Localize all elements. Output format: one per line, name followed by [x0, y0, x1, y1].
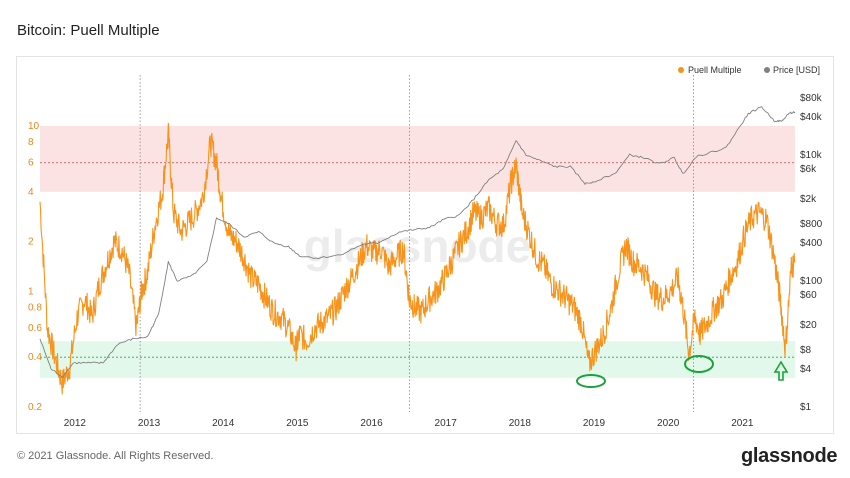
legend-label-price: Price [USD] — [773, 65, 820, 75]
bottom-circle-2020 — [684, 355, 714, 373]
arrow-up-icon — [773, 360, 789, 381]
x-tick-8: 2020 — [657, 418, 680, 429]
x-tick-6: 2018 — [509, 418, 532, 429]
y-left-tick-0: 10 — [28, 121, 40, 132]
y-right-tick-6: $400 — [800, 238, 823, 249]
puell-multiple-line — [39, 122, 796, 395]
y-right-tick-7: $100 — [800, 276, 823, 287]
y-left-tick-5: 1 — [28, 286, 34, 297]
chart-card — [16, 56, 834, 434]
page-title: Bitcoin: Puell Multiple — [17, 22, 160, 39]
y-right-tick-8: $60 — [800, 290, 817, 301]
y-left-tick-2: 6 — [28, 158, 34, 169]
y-left-tick-9: 0.2 — [28, 402, 42, 413]
y-right-tick-10: $8 — [800, 345, 812, 356]
x-tick-9: 2021 — [731, 418, 754, 429]
copyright: © 2021 Glassnode. All Rights Reserved. — [17, 450, 214, 462]
y-right-tick-3: $6k — [800, 164, 817, 175]
legend-label-puell: Puell Multiple — [688, 65, 742, 75]
brand-logo: glassnode — [741, 445, 838, 467]
legend-marker-price — [764, 67, 770, 73]
y-right-tick-9: $20 — [800, 320, 817, 331]
y-left-tick-8: 0.4 — [28, 352, 42, 363]
y-right-tick-2: $10k — [800, 150, 823, 161]
y-right-tick-4: $2k — [800, 194, 817, 205]
price-line — [39, 106, 796, 379]
x-tick-5: 2017 — [435, 418, 458, 429]
x-tick-3: 2015 — [286, 418, 309, 429]
y-left-tick-4: 2 — [28, 237, 34, 248]
y-left-tick-6: 0.8 — [28, 302, 42, 313]
x-tick-4: 2016 — [360, 418, 383, 429]
y-right-tick-11: $4 — [800, 364, 812, 375]
y-left-tick-3: 4 — [28, 187, 34, 198]
x-tick-7: 2019 — [583, 418, 606, 429]
y-right-tick-12: $1 — [800, 402, 812, 413]
y-left-tick-7: 0.6 — [28, 323, 42, 334]
band-top — [40, 126, 795, 192]
x-tick-0: 2012 — [64, 418, 87, 429]
x-tick-2: 2014 — [212, 418, 235, 429]
y-right-tick-0: $80k — [800, 93, 823, 104]
y-right-tick-1: $40k — [800, 112, 823, 123]
y-left-tick-1: 8 — [28, 137, 34, 148]
band-bottom — [40, 341, 795, 378]
legend-marker-puell — [678, 67, 684, 73]
bottom-circle-2019 — [576, 374, 606, 388]
x-tick-1: 2013 — [138, 418, 161, 429]
y-right-tick-5: $800 — [800, 219, 823, 230]
